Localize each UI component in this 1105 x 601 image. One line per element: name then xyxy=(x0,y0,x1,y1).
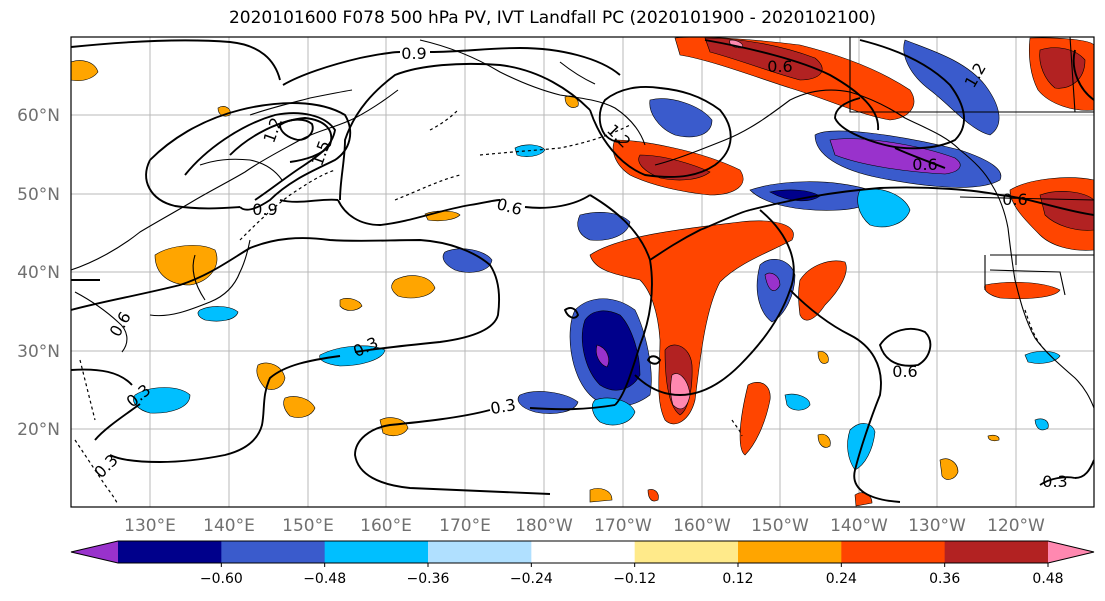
colorbar-tick-label: 0.12 xyxy=(722,571,753,587)
map-frame xyxy=(70,36,1095,508)
colorbar-extend-high xyxy=(1048,541,1094,563)
lon-label: 150°E xyxy=(282,516,334,536)
lat-label: 30°N xyxy=(17,342,60,362)
lon-label: 140°E xyxy=(203,516,255,536)
colorbar-segment xyxy=(944,541,1049,563)
contour-label: 0.6 xyxy=(892,362,917,381)
lon-label: 170°W xyxy=(594,516,652,536)
colorbar-tick-label: −0.12 xyxy=(613,571,656,587)
colorbar-tick-label: 0.24 xyxy=(826,571,857,587)
lat-label: 20°N xyxy=(17,420,60,440)
colorbar-segment xyxy=(841,541,946,563)
colorbar-tick-label: 0.36 xyxy=(929,571,960,587)
contour-label: 0.6 xyxy=(1002,190,1027,209)
lon-label: 130°E xyxy=(124,516,176,536)
colorbar-segment xyxy=(118,541,222,563)
lon-label: 170°E xyxy=(439,516,491,536)
negative-anomaly-fill xyxy=(133,39,1061,471)
colorbar: −0.60 −0.48 −0.36 −0.24 −0.12 0.12 0.24 0.36 0.4… xyxy=(70,540,1095,587)
colorbar-tick-label: −0.36 xyxy=(407,571,450,587)
colorbar-tick-label: −0.24 xyxy=(510,571,553,587)
colorbar-segment xyxy=(738,541,842,563)
longitude-labels: 130°E 140°E 150°E 160°E 170°E 180°W 170°… xyxy=(124,516,1045,536)
map-panel xyxy=(71,37,1094,507)
colorbar-tick-label: 0.48 xyxy=(1032,571,1063,587)
contour-label: 0.6 xyxy=(767,57,792,76)
colorbar-segment xyxy=(531,541,636,563)
contour-label: 0.3 xyxy=(489,395,517,418)
map-title: 2020101600 F078 500 hPa PV, IVT Landfall… xyxy=(228,8,876,28)
lat-label: 40°N xyxy=(17,263,60,283)
lon-label: 160°W xyxy=(673,516,731,536)
colorbar-segment xyxy=(221,541,326,563)
contour-label: 0.9 xyxy=(252,200,277,219)
colorbar-tick-label: −0.48 xyxy=(303,571,346,587)
lon-label: 140°W xyxy=(830,516,888,536)
colorbar-segment xyxy=(428,541,532,563)
lon-label: 130°W xyxy=(908,516,966,536)
contour-label: 0.6 xyxy=(912,155,937,174)
contour-label: 0.3 xyxy=(1042,472,1067,491)
pv-contours xyxy=(71,39,1094,503)
island-chains xyxy=(74,109,1046,506)
latitude-labels: 60°N 50°N 40°N 30°N 20°N xyxy=(17,106,60,440)
lon-label: 180°W xyxy=(515,516,573,536)
lon-label: 120°W xyxy=(987,516,1045,536)
colorbar-segment xyxy=(324,541,429,563)
colorbar-segment xyxy=(634,541,739,563)
colorbar-outline xyxy=(70,540,1095,564)
lat-label: 60°N xyxy=(17,106,60,126)
colorbar-tick-label: −0.60 xyxy=(200,571,243,587)
lon-label: 160°E xyxy=(360,516,412,536)
contour-label: 0.9 xyxy=(401,44,426,63)
colorbar-extend-low xyxy=(71,541,118,563)
coastlines xyxy=(71,37,1094,409)
lat-label: 50°N xyxy=(17,185,60,205)
lon-label: 150°W xyxy=(751,516,809,536)
